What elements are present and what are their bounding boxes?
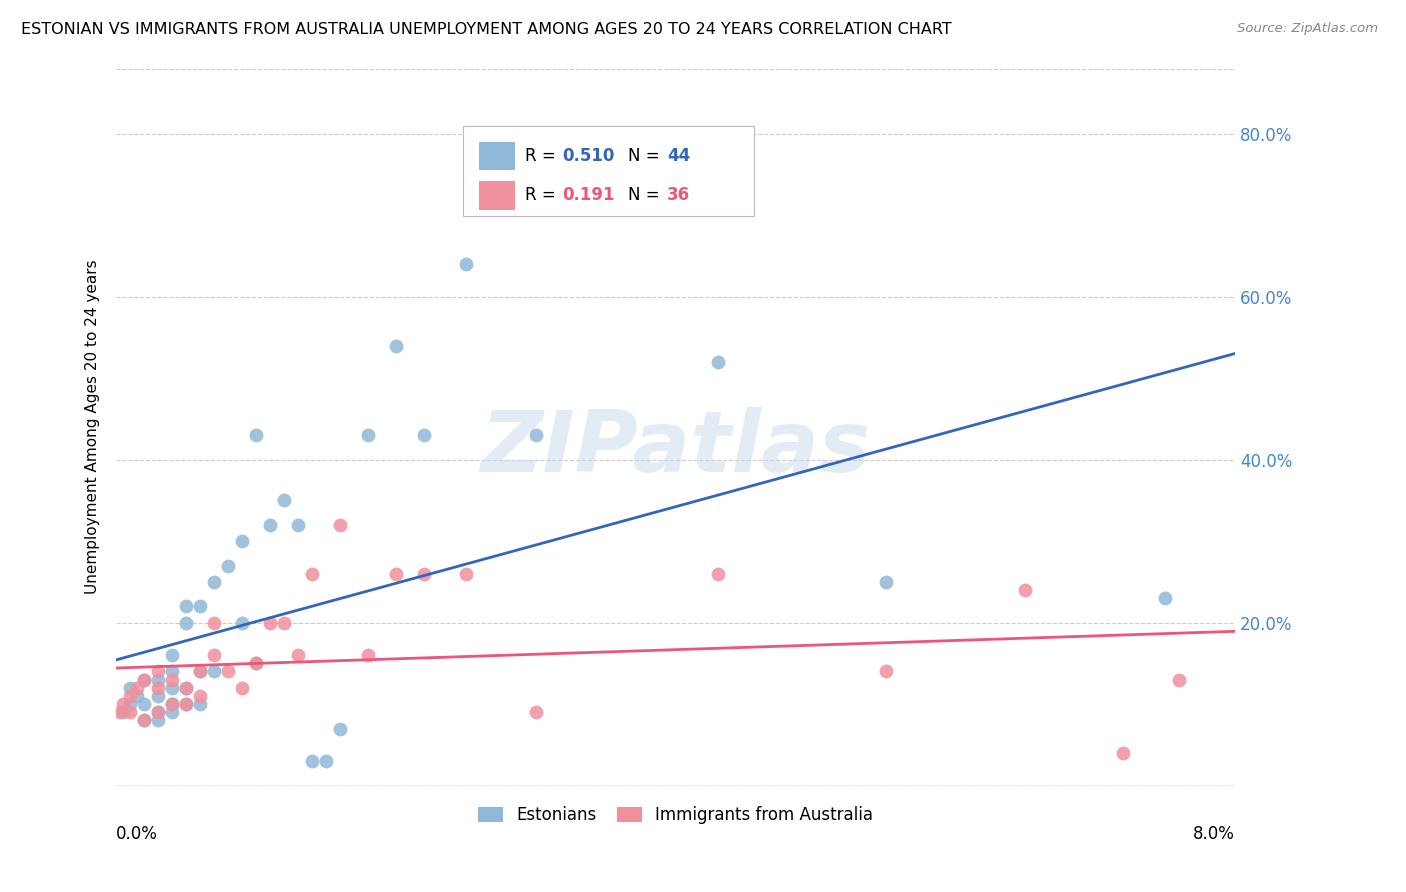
- Point: [120, 705, 142, 719]
- Point: [1014, 582, 1036, 597]
- Point: [231, 615, 253, 630]
- Text: N =: N =: [627, 147, 659, 165]
- Point: [120, 681, 142, 695]
- Point: [357, 428, 380, 442]
- Point: [160, 648, 183, 663]
- Point: [110, 705, 132, 719]
- Point: [524, 428, 547, 442]
- Legend: Estonians, Immigrants from Australia: Estonians, Immigrants from Australia: [471, 799, 880, 831]
- Point: [301, 754, 323, 768]
- Text: R =: R =: [524, 186, 555, 204]
- Point: [287, 648, 309, 663]
- Text: 0.191: 0.191: [562, 186, 616, 204]
- Y-axis label: Unemployment Among Ages 20 to 24 years: Unemployment Among Ages 20 to 24 years: [86, 260, 100, 594]
- Point: [148, 714, 170, 728]
- FancyBboxPatch shape: [463, 126, 754, 216]
- Point: [188, 689, 211, 703]
- Point: [174, 681, 197, 695]
- Point: [160, 673, 183, 687]
- Point: [188, 665, 211, 679]
- Point: [112, 705, 135, 719]
- Point: [160, 705, 183, 719]
- Point: [148, 681, 170, 695]
- Point: [174, 681, 197, 695]
- Point: [231, 534, 253, 549]
- Point: [301, 566, 323, 581]
- Point: [245, 657, 267, 671]
- Point: [875, 665, 897, 679]
- Point: [120, 689, 142, 703]
- Point: [385, 338, 408, 352]
- Point: [329, 722, 352, 736]
- Point: [245, 657, 267, 671]
- Point: [127, 689, 149, 703]
- Point: [217, 665, 239, 679]
- Point: [188, 665, 211, 679]
- Point: [1112, 746, 1135, 760]
- Point: [202, 648, 225, 663]
- Point: [875, 574, 897, 589]
- Point: [134, 697, 156, 711]
- Text: 36: 36: [666, 186, 690, 204]
- Point: [315, 754, 337, 768]
- Point: [174, 697, 197, 711]
- Point: [134, 673, 156, 687]
- Point: [259, 615, 281, 630]
- Text: R =: R =: [524, 147, 555, 165]
- Point: [160, 681, 183, 695]
- Point: [329, 517, 352, 532]
- Point: [120, 697, 142, 711]
- Point: [706, 566, 728, 581]
- Point: [134, 714, 156, 728]
- Point: [134, 673, 156, 687]
- Point: [245, 428, 267, 442]
- Text: ZIPatlas: ZIPatlas: [481, 407, 870, 490]
- Text: N =: N =: [627, 186, 659, 204]
- Point: [188, 697, 211, 711]
- Point: [273, 615, 295, 630]
- Point: [524, 705, 547, 719]
- Point: [231, 681, 253, 695]
- Point: [148, 705, 170, 719]
- FancyBboxPatch shape: [479, 181, 515, 210]
- Text: 8.0%: 8.0%: [1194, 825, 1236, 843]
- Point: [385, 566, 408, 581]
- Point: [413, 566, 436, 581]
- Point: [188, 599, 211, 614]
- Point: [174, 697, 197, 711]
- Point: [217, 558, 239, 573]
- Point: [202, 574, 225, 589]
- Text: Source: ZipAtlas.com: Source: ZipAtlas.com: [1237, 22, 1378, 36]
- Point: [259, 517, 281, 532]
- Point: [160, 697, 183, 711]
- Point: [160, 665, 183, 679]
- Point: [287, 517, 309, 532]
- Point: [174, 615, 197, 630]
- Text: ESTONIAN VS IMMIGRANTS FROM AUSTRALIA UNEMPLOYMENT AMONG AGES 20 TO 24 YEARS COR: ESTONIAN VS IMMIGRANTS FROM AUSTRALIA UN…: [21, 22, 952, 37]
- Point: [148, 673, 170, 687]
- Point: [1168, 673, 1191, 687]
- Point: [706, 355, 728, 369]
- Point: [160, 697, 183, 711]
- Point: [112, 697, 135, 711]
- Point: [148, 665, 170, 679]
- Point: [357, 648, 380, 663]
- Point: [454, 566, 477, 581]
- Point: [454, 257, 477, 271]
- Point: [273, 493, 295, 508]
- Point: [148, 705, 170, 719]
- Point: [202, 665, 225, 679]
- FancyBboxPatch shape: [479, 142, 515, 170]
- Point: [413, 428, 436, 442]
- Text: 0.510: 0.510: [562, 147, 614, 165]
- Text: 44: 44: [666, 147, 690, 165]
- Point: [127, 681, 149, 695]
- Text: 0.0%: 0.0%: [117, 825, 157, 843]
- Point: [202, 615, 225, 630]
- Point: [174, 599, 197, 614]
- Point: [1154, 591, 1177, 606]
- Point: [134, 714, 156, 728]
- Point: [148, 689, 170, 703]
